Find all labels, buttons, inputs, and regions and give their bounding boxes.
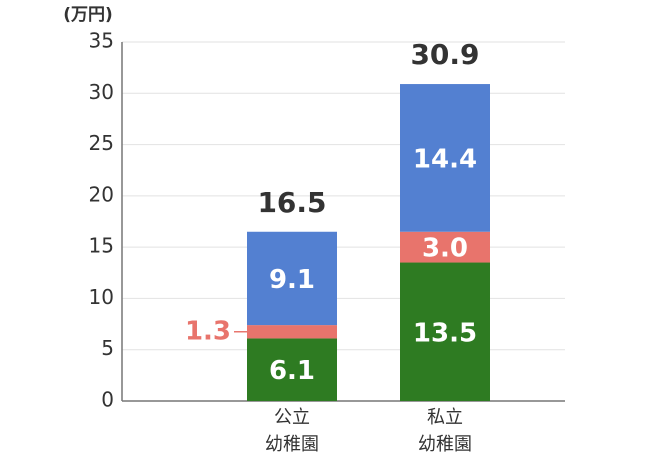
bar-segment xyxy=(400,231,490,263)
bar-segment xyxy=(247,338,337,401)
y-tick-label: 20 xyxy=(89,182,114,206)
y-unit: (万円) xyxy=(63,5,113,25)
x-tick-label: 幼稚園 xyxy=(265,434,319,455)
y-tick-label: 35 xyxy=(89,29,114,53)
y-tick-label: 30 xyxy=(89,80,114,104)
bar-segment xyxy=(400,262,490,401)
bar-segment xyxy=(247,325,337,339)
total-label: 16.5 xyxy=(257,186,326,219)
value-label: 1.3 xyxy=(185,316,231,346)
y-tick-label: 0 xyxy=(101,388,114,412)
x-tick-label: 幼稚園 xyxy=(418,434,472,455)
value-label: 13.5 xyxy=(413,318,477,348)
value-label: 3.0 xyxy=(422,234,468,264)
y-tick-label: 10 xyxy=(89,285,114,309)
x-tick-label: 私立 xyxy=(427,407,463,428)
y-tick-label: 15 xyxy=(89,234,114,258)
y-tick-label: 5 xyxy=(101,336,114,360)
value-label: 6.1 xyxy=(269,356,315,386)
value-label: 14.4 xyxy=(413,144,477,174)
x-tick-label: 公立 xyxy=(274,407,310,428)
total-label: 30.9 xyxy=(410,38,479,71)
bar-segment xyxy=(247,231,337,326)
y-tick-label: 25 xyxy=(89,131,114,155)
value-label: 9.1 xyxy=(269,265,315,295)
bar-segment xyxy=(400,84,490,232)
